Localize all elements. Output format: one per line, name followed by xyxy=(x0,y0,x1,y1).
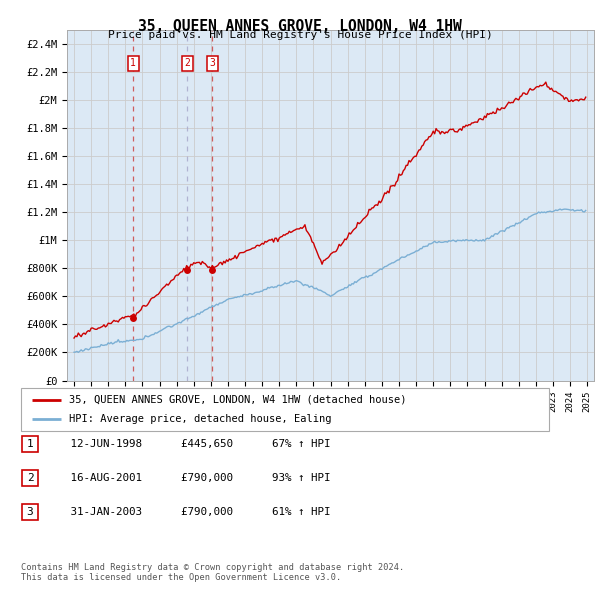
Text: HPI: Average price, detached house, Ealing: HPI: Average price, detached house, Eali… xyxy=(68,414,331,424)
Text: Price paid vs. HM Land Registry's House Price Index (HPI): Price paid vs. HM Land Registry's House … xyxy=(107,30,493,40)
Text: 35, QUEEN ANNES GROVE, LONDON, W4 1HW (detached house): 35, QUEEN ANNES GROVE, LONDON, W4 1HW (d… xyxy=(68,395,406,405)
Text: 2: 2 xyxy=(26,473,34,483)
Text: Contains HM Land Registry data © Crown copyright and database right 2024.
This d: Contains HM Land Registry data © Crown c… xyxy=(21,563,404,582)
Text: 3: 3 xyxy=(26,507,34,517)
Text: 2: 2 xyxy=(184,58,190,68)
Text: 35, QUEEN ANNES GROVE, LONDON, W4 1HW: 35, QUEEN ANNES GROVE, LONDON, W4 1HW xyxy=(138,19,462,34)
Text: 3: 3 xyxy=(209,58,215,68)
Text: 31-JAN-2003      £790,000      61% ↑ HPI: 31-JAN-2003 £790,000 61% ↑ HPI xyxy=(51,507,331,517)
Text: 16-AUG-2001      £790,000      93% ↑ HPI: 16-AUG-2001 £790,000 93% ↑ HPI xyxy=(51,473,331,483)
Text: 1: 1 xyxy=(130,58,136,68)
Text: 12-JUN-1998      £445,650      67% ↑ HPI: 12-JUN-1998 £445,650 67% ↑ HPI xyxy=(51,439,331,448)
Text: 1: 1 xyxy=(26,439,34,448)
